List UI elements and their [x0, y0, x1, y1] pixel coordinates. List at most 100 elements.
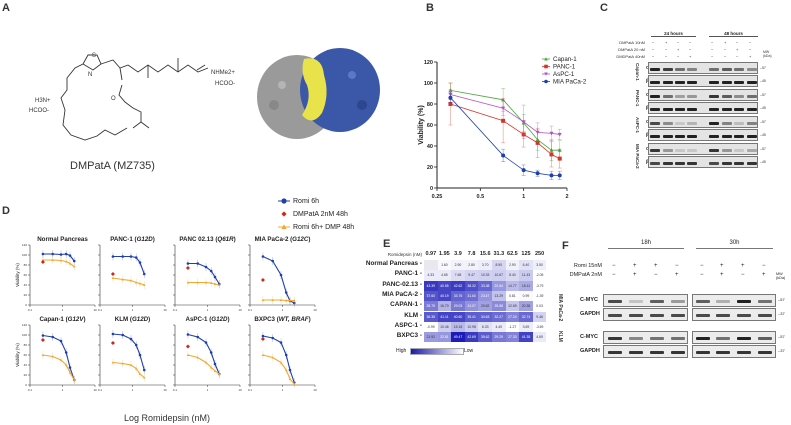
heatmap-cell: 10.33 [478, 270, 492, 281]
blot-strip [648, 75, 758, 87]
treatment-label: DMPatA 2nM [569, 272, 602, 278]
legend-item: PANC-1 [542, 64, 576, 71]
blot-band [687, 68, 697, 71]
treatment-sign: + [633, 272, 637, 278]
romi-point [186, 333, 190, 336]
dmpata-point [110, 272, 115, 276]
amine-right-label: NHMe2+ [211, 70, 235, 76]
combo-point [196, 281, 200, 284]
blot-band [722, 149, 732, 152]
blot-band [734, 122, 744, 125]
subplot-title: Normal Pancreas [37, 236, 88, 243]
romi-point [134, 256, 138, 259]
heatmap-cell: 2.90 [451, 260, 465, 271]
blot-band [663, 135, 673, 138]
x-tick-label: 1 [62, 308, 64, 312]
combo-point [41, 353, 45, 357]
romi-curve [112, 255, 145, 275]
blot-band [737, 351, 751, 354]
x-tick-label: 0.5 [477, 194, 485, 200]
carbonyl-o-label: O [111, 96, 116, 102]
blot-strip [692, 345, 776, 358]
romi-point [142, 272, 146, 276]
subplot-capan-1: Capan-1 (G12V) 0 20 40 60 80 100 120 0.1 1 10 Viabi… [15, 316, 97, 392]
combo-point [213, 369, 217, 373]
heatmap-cell: 35.41 [464, 311, 479, 322]
x-tick-label: 0.1 [173, 388, 178, 392]
timepoint-header: 18h [608, 240, 684, 249]
blot-band [663, 162, 673, 165]
blot-band [687, 81, 697, 84]
protein-label: GAPDH [580, 348, 600, 354]
heatmap-cell: -1.39 [532, 290, 547, 302]
treatment-sign: − [612, 263, 616, 269]
blot-band [663, 108, 673, 111]
heatmap-cell: 22.81 [437, 332, 452, 343]
data-point [549, 152, 554, 157]
treatment-sign: + [654, 263, 658, 269]
blot-strip [648, 156, 758, 168]
mw-marker: –57 [778, 334, 785, 339]
cell-line-label: PANC-1 [635, 90, 640, 107]
combo-point [209, 281, 213, 285]
legend-item: DMPatA 2nM 48h [278, 210, 348, 218]
heatmap-cell: 10.67 [492, 270, 506, 281]
treatment-sign: + [749, 54, 752, 59]
blot-strip [648, 62, 758, 74]
mw-marker: –45 [760, 106, 766, 110]
heatmap-cell: 41.11 [437, 311, 452, 322]
heatmap-cell: 9.47 [464, 270, 479, 281]
heatmap-cell: 40.55 [437, 280, 452, 291]
data-point [448, 95, 453, 100]
timepoint-header: 24 hours [651, 31, 696, 37]
heatmap-cell: 4.40 [492, 321, 506, 333]
legend-label: MIA PaCa-2 [553, 79, 587, 86]
blot-strip [692, 331, 776, 344]
blot-strip [692, 294, 776, 307]
romi-point [213, 362, 217, 366]
blot-band [650, 351, 664, 354]
legend-item: Romi 6h [278, 197, 319, 205]
mw-label: MW (kDa) [776, 272, 786, 280]
heatmap-cell: 37.60 [424, 290, 438, 302]
blot-band [716, 314, 730, 317]
heatmap-cell: 33.38 [478, 280, 492, 291]
romi-curve [262, 256, 295, 304]
combo-point [284, 299, 288, 302]
legend-symbol [281, 211, 287, 217]
subplot-title: PANC-1 (G12D) [110, 236, 155, 243]
combo-point [288, 299, 292, 302]
combo-point [209, 366, 213, 369]
heatmap-cell: 12.69 [505, 301, 520, 312]
counterion-right-label: HCOO- [215, 81, 235, 87]
blot-band [709, 108, 719, 111]
subplot-title: KLM (G12D) [115, 316, 150, 323]
heatmap-cell: 42.69 [464, 332, 479, 343]
x-tick-label: 1 [282, 308, 284, 312]
heatmap-cell: 4.33 [424, 270, 438, 281]
romi-point [51, 335, 55, 339]
romi-point [41, 334, 45, 337]
treatment-sign: − [689, 47, 692, 52]
treatment-sign: − [736, 40, 739, 45]
heatmap-cell: 38.32 [464, 280, 479, 291]
mw-label: MW (kDa) [763, 50, 772, 58]
heatmap-cell: 2.80 [464, 260, 479, 271]
thiazole-n-label: N [88, 72, 92, 78]
y-axis-label: Viability (%) [418, 105, 425, 145]
mw-marker: –45 [760, 79, 766, 83]
combo-curve [42, 354, 75, 381]
combo-point [121, 278, 125, 281]
data-point [535, 130, 540, 135]
heatmap-cell: 13.29 [492, 290, 506, 302]
x-tick-label: 1 [132, 388, 134, 392]
compound-name: DMPatA (MZ735) [70, 160, 155, 172]
blot-band [722, 135, 732, 138]
heatmap-cell: 14.77 [505, 280, 520, 291]
heatmap-xlabel: Romidepsin (nM) [387, 252, 422, 257]
treatment-label: Romi 15nM [573, 263, 602, 269]
x-tick-label: 10 [163, 388, 167, 392]
cell-line-label: MIA PaCa-2 [635, 144, 640, 169]
heatmap-column-header: 7.8 [467, 251, 476, 257]
blot-strip [603, 331, 688, 344]
